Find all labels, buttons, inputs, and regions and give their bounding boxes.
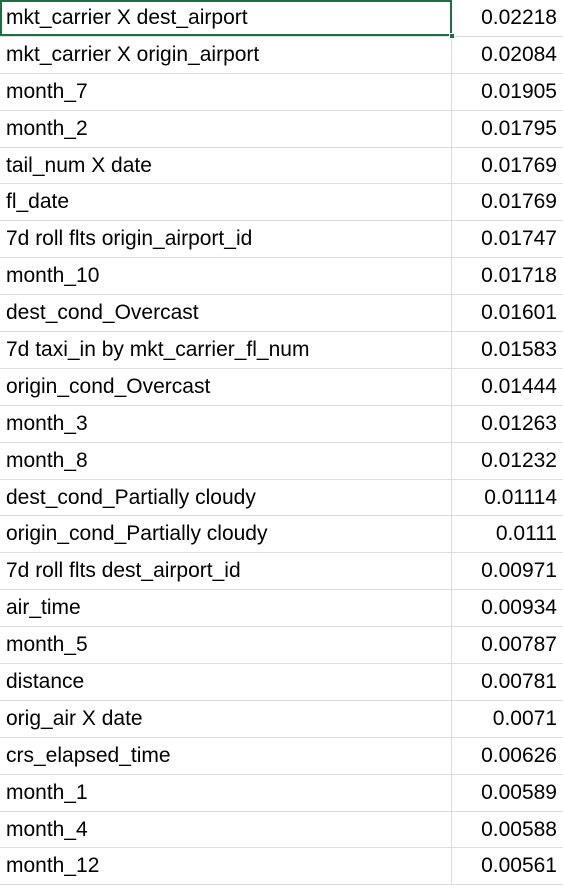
- importance-value-cell[interactable]: 0.00589: [481, 780, 557, 804]
- table-row: distance 0.00781: [0, 664, 563, 701]
- feature-name-cell[interactable]: distance: [0, 664, 452, 700]
- table-row: orig_air X date 0.0071: [0, 700, 563, 738]
- table-row: month_3 0.01263: [0, 405, 563, 443]
- feature-name-cell[interactable]: month_12: [0, 848, 452, 885]
- importance-value-cell[interactable]: 0.02218: [481, 5, 557, 29]
- importance-value-cell[interactable]: 0.00781: [481, 669, 557, 693]
- importance-value-cell[interactable]: 0.01232: [481, 448, 557, 472]
- importance-value-cell[interactable]: 0.0111: [495, 522, 557, 546]
- table-row: month_7 0.01905: [0, 73, 563, 111]
- feature-name-cell[interactable]: 7d taxi_in by mkt_carrier_fl_num: [0, 332, 452, 368]
- importance-value-cell[interactable]: 0.00971: [481, 559, 557, 583]
- importance-value-cell[interactable]: 0.01444: [481, 374, 557, 398]
- table-row: mkt_carrier X dest_airport 0.02218: [0, 0, 563, 37]
- table-row: origin_cond_Overcast 0.01444: [0, 368, 563, 406]
- importance-value-cell[interactable]: 0.01114: [484, 485, 557, 509]
- importance-value-cell[interactable]: 0.00626: [481, 743, 557, 767]
- importance-value-cell[interactable]: 0.01769: [481, 190, 557, 214]
- feature-name-cell[interactable]: orig_air X date: [0, 700, 452, 737]
- table-row: 7d roll flts dest_airport_id 0.00971: [0, 553, 563, 591]
- importance-value-cell[interactable]: 0.01601: [481, 301, 557, 325]
- feature-name-cell[interactable]: dest_cond_Partially cloudy: [0, 479, 452, 516]
- feature-name-cell[interactable]: month_8: [0, 442, 452, 479]
- importance-value-cell[interactable]: 0.01795: [481, 116, 557, 140]
- importance-value-cell[interactable]: 0.02084: [481, 42, 557, 66]
- feature-name-cell[interactable]: month_3: [0, 405, 452, 442]
- feature-name-cell[interactable]: origin_cond_Partially cloudy: [0, 516, 452, 553]
- importance-value-cell[interactable]: 0.01583: [481, 337, 557, 361]
- table-row: air_time 0.00934: [0, 590, 563, 628]
- feature-name-cell[interactable]: month_2: [0, 110, 452, 147]
- selection-fill-handle[interactable]: [449, 33, 455, 39]
- feature-name-cell[interactable]: tail_num X date: [0, 147, 452, 184]
- table-row: tail_num X date 0.01769: [0, 147, 563, 185]
- feature-name-cell[interactable]: month_10: [0, 258, 452, 295]
- table-row: dest_cond_Partially cloudy 0.01114: [0, 479, 563, 517]
- table-row: 7d taxi_in by mkt_carrier_fl_num 0.01583: [0, 332, 563, 369]
- feature-name-cell[interactable]: origin_cond_Overcast: [0, 368, 452, 405]
- importance-value-cell[interactable]: 0.00934: [481, 596, 557, 620]
- table-row: month_8 0.01232: [0, 442, 563, 480]
- importance-value-cell[interactable]: 0.01718: [481, 264, 557, 288]
- table-row: dest_cond_Overcast 0.01601: [0, 295, 563, 333]
- feature-name-cell[interactable]: mkt_carrier X origin_airport: [0, 36, 452, 73]
- table-row: month_12 0.00561: [0, 848, 563, 886]
- feature-name-cell[interactable]: crs_elapsed_time: [0, 737, 452, 774]
- importance-value-cell[interactable]: 0.01769: [481, 153, 557, 177]
- importance-value-cell[interactable]: 0.00588: [481, 817, 557, 841]
- table-row: fl_date 0.01769: [0, 184, 563, 222]
- feature-name-cell[interactable]: month_5: [0, 627, 452, 664]
- table-row: month_4 0.00588: [0, 811, 563, 849]
- feature-name-cell[interactable]: month_4: [0, 811, 452, 848]
- importance-value-cell[interactable]: 0.00787: [481, 633, 557, 657]
- importance-value-cell[interactable]: 0.01905: [481, 79, 557, 103]
- importance-value-cell[interactable]: 0.00561: [481, 854, 557, 878]
- feature-name-cell[interactable]: 7d roll flts dest_airport_id: [0, 553, 452, 590]
- importance-value-cell[interactable]: 0.0071: [492, 706, 557, 730]
- feature-name-cell[interactable]: dest_cond_Overcast: [0, 295, 452, 332]
- feature-name-cell[interactable]: air_time: [0, 590, 452, 627]
- table-row: origin_cond_Partially cloudy 0.0111: [0, 516, 563, 554]
- table-row: crs_elapsed_time 0.00626: [0, 737, 563, 775]
- table-row: month_1 0.00589: [0, 774, 563, 812]
- table-row: month_10 0.01718: [0, 258, 563, 296]
- table-row: mkt_carrier X origin_airport 0.02084: [0, 36, 563, 74]
- table-row: month_2 0.01795: [0, 110, 563, 148]
- feature-name-cell[interactable]: fl_date: [0, 184, 452, 221]
- feature-name-cell[interactable]: mkt_carrier X dest_airport: [0, 0, 452, 36]
- importance-value-cell[interactable]: 0.01263: [481, 411, 557, 435]
- feature-name-cell[interactable]: month_7: [0, 73, 452, 110]
- table-row: 7d roll flts origin_airport_id 0.01747: [0, 221, 563, 259]
- feature-name-cell[interactable]: month_1: [0, 774, 452, 811]
- table-row: month_5 0.00787: [0, 627, 563, 665]
- importance-value-cell[interactable]: 0.01747: [481, 227, 557, 251]
- feature-name-cell[interactable]: 7d roll flts origin_airport_id: [0, 221, 452, 258]
